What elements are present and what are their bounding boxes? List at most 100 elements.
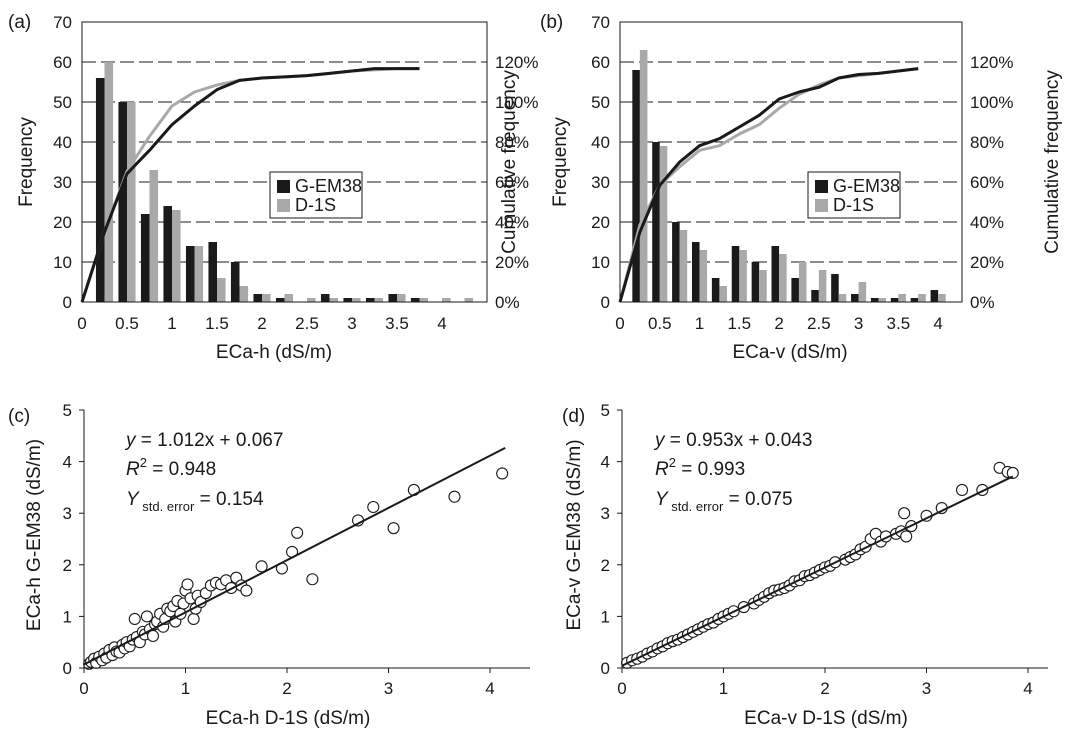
y-tick-label: 50 <box>53 93 72 112</box>
equation-text: = 1.012x + 0.067 <box>141 430 284 451</box>
bar <box>711 278 720 302</box>
bar <box>194 246 204 302</box>
bar <box>731 246 740 302</box>
x-tick-label: 1 <box>719 679 728 698</box>
bar <box>419 298 429 302</box>
scatter-point <box>496 467 509 480</box>
bar <box>239 286 249 302</box>
y-tick-label: 0 <box>63 659 72 678</box>
scatter-point <box>898 507 911 520</box>
x-tick-label: 4 <box>437 314 446 333</box>
x-tick-label: 2 <box>774 314 783 333</box>
x-tick-label: 1 <box>167 314 176 333</box>
y-tick-label: 30 <box>53 173 72 192</box>
bar <box>307 298 316 302</box>
y2-tick-label: 100% <box>970 93 1013 112</box>
regression-line <box>621 475 1014 667</box>
scatter-point <box>128 612 141 626</box>
y-tick-label: 4 <box>63 453 72 472</box>
regression-equation: y = 0.953x + 0.043 <box>653 430 812 451</box>
bar <box>930 290 939 302</box>
panel-label-a: (a) <box>8 12 31 33</box>
bar <box>410 298 420 302</box>
y-axis-label: Frequency <box>16 117 37 207</box>
x-axis-label: ECa-h D-1S (dS/m) <box>206 708 371 729</box>
x-tick-label: 3.5 <box>887 314 911 333</box>
x-tick-label: 4 <box>485 679 494 698</box>
bar <box>751 262 760 302</box>
equation-text: = 0.953x + 0.043 <box>670 430 813 451</box>
y-tick-label: 5 <box>601 401 610 420</box>
y-tick-label: 1 <box>601 607 610 626</box>
std-error-value: = 0.154 <box>200 489 264 510</box>
x-tick-labels: 0 0.5 1 1.5 2 2.5 3 3.5 4 <box>77 314 446 333</box>
panel-d: (d) 0 1 2 3 4 5 0 1 2 3 4 ECa-v D-1S (dS/m) ECa-v… <box>562 401 1048 729</box>
legend-swatch-d-1s <box>277 199 290 212</box>
bar <box>104 62 114 302</box>
bar <box>397 294 406 302</box>
x-tick-label: 1.5 <box>727 314 751 333</box>
y-tick-label: 0 <box>63 293 72 312</box>
y-tick-labels: 0 10 20 30 40 50 60 70 <box>591 13 610 312</box>
y2-tick-label: 80% <box>970 133 1004 152</box>
y-tick-labels: 0 1 2 3 4 5 <box>63 401 84 678</box>
y2-tick-label: 20% <box>495 253 529 272</box>
y-tick-label: 20 <box>53 213 72 232</box>
x-tick-label: 0 <box>79 679 88 698</box>
y2-tick-label: 0% <box>495 293 520 312</box>
x-axis-label: ECa-v D-1S (dS/m) <box>744 708 908 729</box>
bar <box>185 246 195 302</box>
bar <box>672 222 680 302</box>
bar <box>858 282 867 302</box>
y-tick-label: 3 <box>63 504 72 523</box>
y2-tick-label: 100% <box>495 93 538 112</box>
bar <box>659 146 668 302</box>
scatter-point <box>255 560 268 573</box>
bar <box>442 298 451 302</box>
y-tick-label: 60 <box>591 53 610 72</box>
bar <box>262 294 271 302</box>
bar <box>352 298 361 302</box>
y-tick-label: 40 <box>591 133 610 152</box>
bar <box>699 250 708 302</box>
bar <box>388 294 397 302</box>
y2-tick-label: 20% <box>970 253 1004 272</box>
bar <box>632 70 640 302</box>
legend-label-g-em38: G-EM38 <box>295 176 362 196</box>
bar-series <box>95 62 474 302</box>
x-tick-label: 0.5 <box>648 314 672 333</box>
x-tick-labels: 0 1 2 3 4 <box>617 668 1033 698</box>
y2-axis-label: Cumulative frequency <box>1042 70 1063 254</box>
scatter-point <box>291 526 304 539</box>
bar <box>163 206 172 302</box>
bar <box>691 242 700 302</box>
bar <box>818 270 827 302</box>
scatter-point <box>146 629 160 643</box>
bar <box>320 294 330 302</box>
bar <box>464 298 474 302</box>
legend-swatch-d-1s <box>815 199 828 212</box>
bar <box>343 298 352 302</box>
scatter-point <box>1006 466 1019 480</box>
bar <box>791 278 799 302</box>
bar <box>172 210 181 302</box>
cumulative-line <box>618 67 919 303</box>
plot-frame <box>619 21 963 303</box>
y2-tick-label: 120% <box>970 53 1013 72</box>
bar <box>95 78 105 302</box>
bar <box>771 246 780 302</box>
bar <box>118 102 127 302</box>
y-tick-label: 10 <box>591 253 610 272</box>
y2-tick-label: 40% <box>495 213 529 232</box>
r-squared-text: R2 = 0.948 <box>126 455 216 480</box>
x-tick-label: 0 <box>615 314 624 333</box>
y2-tick-label: 120% <box>495 53 538 72</box>
y-tick-labels: 0 10 20 30 40 50 60 70 <box>53 13 72 312</box>
legend-label-d-1s: D-1S <box>295 195 336 215</box>
x-tick-label: 2 <box>282 679 291 698</box>
bar <box>918 294 926 302</box>
